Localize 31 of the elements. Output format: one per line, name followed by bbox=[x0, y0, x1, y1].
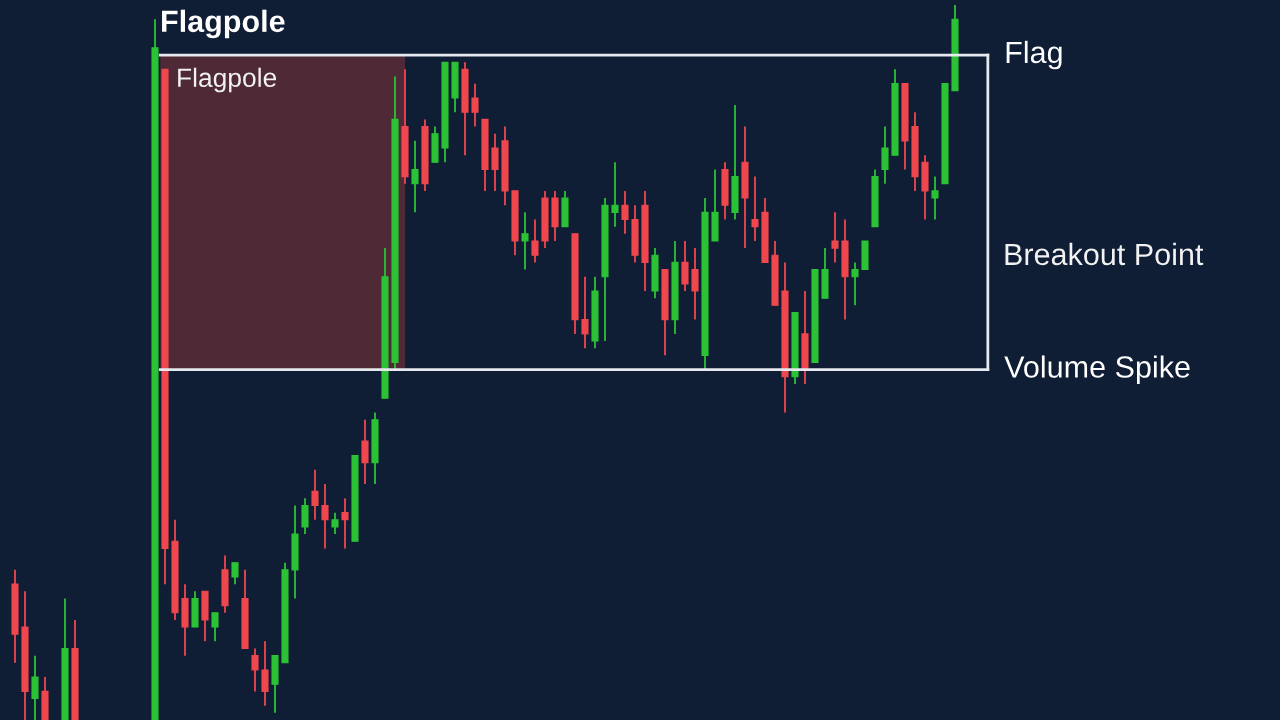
candlestick bbox=[881, 125, 889, 185]
candlestick bbox=[331, 511, 339, 536]
candlestick bbox=[31, 654, 39, 720]
candlestick bbox=[261, 640, 269, 707]
candlestick bbox=[301, 497, 309, 536]
candlestick bbox=[851, 261, 859, 307]
candlestick bbox=[211, 611, 219, 643]
candlestick bbox=[521, 211, 529, 271]
chart-title: Flagpole bbox=[162, 9, 285, 39]
ref-line-label: Volume Spike bbox=[1004, 355, 1190, 384]
candlestick bbox=[621, 189, 629, 235]
candlestick bbox=[311, 468, 319, 521]
candlestick bbox=[581, 275, 589, 350]
candlestick bbox=[341, 497, 349, 550]
candlestick bbox=[321, 483, 329, 550]
ref-line-label: Flag bbox=[1006, 40, 1062, 70]
candlestick bbox=[611, 161, 619, 228]
text: Breakout Point bbox=[1005, 242, 1204, 266]
candlestick bbox=[531, 218, 539, 264]
candlestick bbox=[931, 175, 939, 221]
candlestick bbox=[251, 647, 259, 693]
candlestick bbox=[231, 561, 239, 586]
candlestick bbox=[471, 82, 479, 128]
candlestick bbox=[681, 240, 689, 292]
candlestick bbox=[411, 139, 419, 214]
candlestick bbox=[831, 211, 839, 264]
candlestick bbox=[691, 247, 699, 321]
annotation: Flagpole bbox=[178, 67, 277, 93]
candlestick bbox=[751, 175, 759, 242]
candlestick bbox=[491, 132, 499, 192]
candlestick bbox=[361, 418, 369, 485]
